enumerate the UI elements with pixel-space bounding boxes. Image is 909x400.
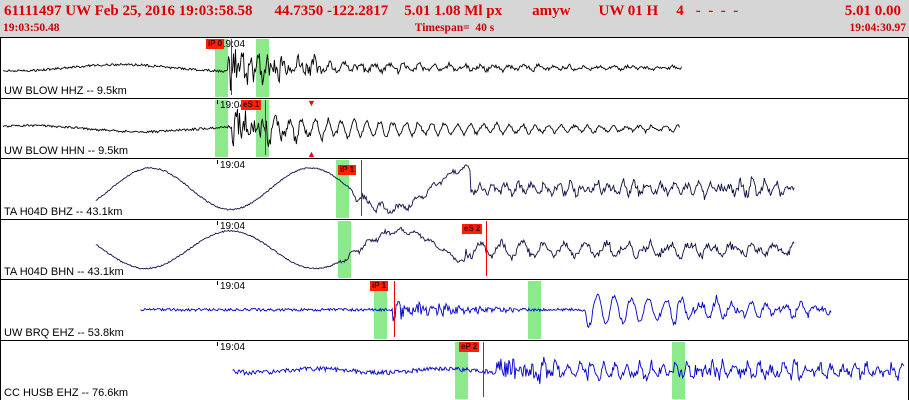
station-label: TA H04D BHN -- 43.1km xyxy=(4,266,124,278)
waveform xyxy=(140,293,832,329)
timespan-label: Timespan= 40 s xyxy=(414,22,495,34)
header-segment-2: 44.7350 -122.2817 xyxy=(274,2,389,19)
waveform xyxy=(95,225,795,269)
window-end-time: 19:04:30.97 xyxy=(849,22,906,34)
event-summary-line: 61111497 UW Feb 25, 2016 19:03:58.58 44.7… xyxy=(0,1,909,21)
trace-panel-3[interactable]: 19:04 iP 1 TA H04D BHZ -- 43.1km xyxy=(1,159,908,220)
pick-window-highlight xyxy=(455,341,468,399)
pick-line[interactable] xyxy=(394,281,395,337)
pick-label[interactable]: eS 1 xyxy=(241,99,262,110)
time-axis-bar: 19:03:50.48 Timespan= 40 s 19:04:30.97 xyxy=(0,21,909,37)
minute-tick-label: 19:04 xyxy=(220,281,246,292)
station-label: CC HUSB EHZ -- 76.6km xyxy=(4,387,129,399)
amplitude-marker-icon: ▼ xyxy=(307,98,316,108)
trace-panel-4[interactable]: 19:04 eS 2 TA H04D BHN -- 43.1km xyxy=(1,220,908,280)
minute-tick-label: 19:04 xyxy=(220,39,246,50)
window-start-time: 19:03:50.48 xyxy=(3,22,60,34)
minute-tick xyxy=(217,220,218,225)
station-label: UW BLOW HHZ -- 9.5km xyxy=(4,84,127,97)
header-segment-4: amyw xyxy=(532,2,571,19)
minute-tick-label: 19:04 xyxy=(220,99,246,111)
waveform xyxy=(95,164,795,215)
minute-tick xyxy=(217,281,218,285)
amplitude-marker-icon: ▲ xyxy=(307,149,316,159)
pick-line[interactable] xyxy=(361,160,362,216)
trace-panel-1[interactable]: 19:04 iP 0 UW BLOW HHZ -- 9.5km xyxy=(1,38,908,99)
pick-line[interactable] xyxy=(483,341,484,397)
minute-tick-label: 19:04 xyxy=(220,160,246,171)
trace-panel-2[interactable]: 19:04 eS 1 ▼ ▲ UW BLOW HHN -- 9.5km xyxy=(1,98,908,159)
waveform xyxy=(2,108,680,147)
pick-window-highlight xyxy=(215,39,228,97)
pick-line[interactable] xyxy=(231,39,232,95)
pick-label[interactable]: eP 2 xyxy=(459,341,480,352)
pick-window-highlight xyxy=(256,39,269,97)
minute-tick-label: 19:04 xyxy=(220,341,246,353)
pick-window-highlight xyxy=(215,99,228,157)
trace-panel-5[interactable]: 19:04 iP 1 UW BRQ EHZ -- 53.8km xyxy=(1,280,908,341)
pick-label[interactable]: iP 1 xyxy=(338,165,357,175)
station-label: UW BRQ EHZ -- 53.8km xyxy=(4,326,124,339)
minute-tick xyxy=(217,341,218,346)
header-segment-3: 5.01 1.08 Ml px xyxy=(404,2,503,19)
pick-label[interactable]: iP 0 xyxy=(206,39,225,49)
trace-area: 19:04 iP 0 UW BLOW HHZ -- 9.5km 19:04 eS 1 ▼ ▲… xyxy=(0,38,909,400)
pick-window-highlight xyxy=(338,220,351,278)
event-header: 61111497 UW Feb 25, 2016 19:03:58.58 44.7… xyxy=(0,0,909,38)
pick-label[interactable]: eS 2 xyxy=(462,223,483,234)
header-segment-7: - - - - xyxy=(695,2,739,19)
header-segment-5: UW 01 H xyxy=(598,2,659,19)
minute-tick xyxy=(217,160,218,164)
pick-line[interactable] xyxy=(486,220,487,276)
pick-line[interactable] xyxy=(265,99,266,155)
header-segment-1: 61111497 UW Feb 25, 2016 19:03:58.58 xyxy=(4,2,253,19)
waveform xyxy=(232,356,905,384)
minute-tick-label: 19:04 xyxy=(220,220,246,232)
trace-panel-6[interactable]: 19:04 eP 2 CC HUSB EHZ -- 76.6km xyxy=(1,341,908,400)
pick-label[interactable]: iP 1 xyxy=(370,281,389,291)
header-segment-6: 4 xyxy=(676,2,684,19)
station-label: TA H04D BHZ -- 43.1km xyxy=(4,205,123,218)
header-segment-8: 5.01 0.00 xyxy=(844,2,901,19)
waveform xyxy=(2,49,682,91)
station-label: UW BLOW HHN -- 9.5km xyxy=(4,145,129,157)
minute-tick xyxy=(217,99,218,104)
